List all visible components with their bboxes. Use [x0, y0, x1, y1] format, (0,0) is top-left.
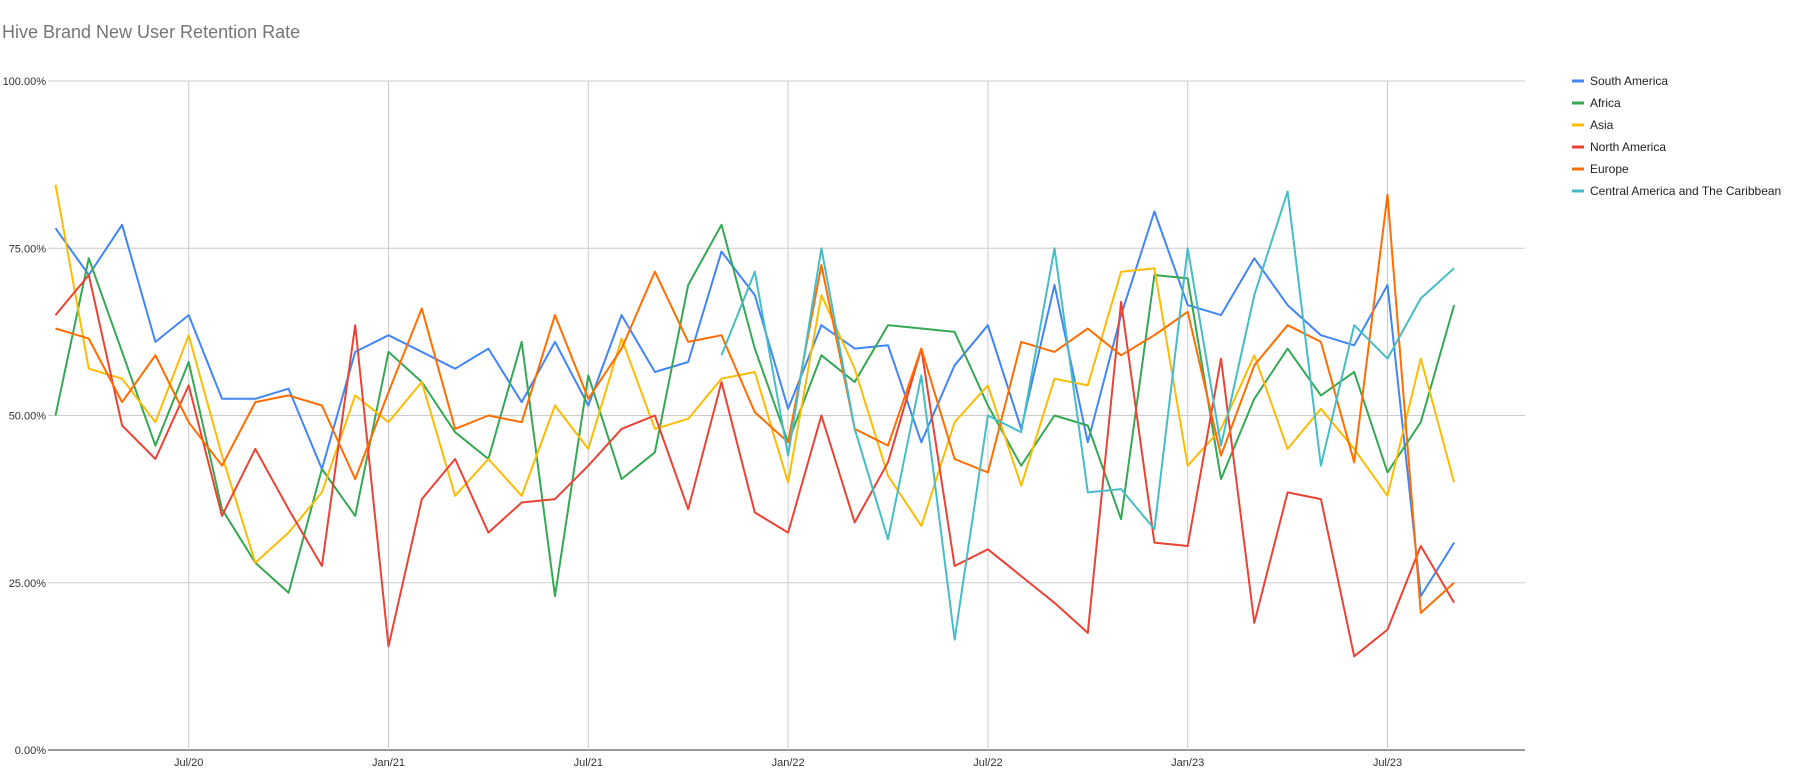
- legend-label: Africa: [1590, 96, 1621, 110]
- y-tick-label: 0.00%: [15, 745, 46, 757]
- series-line-asia: [54, 184, 1456, 564]
- series-line-central-america-and-the-caribbean: [720, 190, 1455, 641]
- legend-label: Europe: [1590, 162, 1629, 176]
- x-tick-label: Jul/23: [1373, 757, 1402, 769]
- x-tick-label: Jul/22: [973, 757, 1002, 769]
- chart-title: Hive Brand New User Retention Rate: [2, 22, 301, 42]
- x-tick-label: Jan/23: [1171, 757, 1204, 769]
- x-tick-label: Jan/21: [372, 757, 405, 769]
- legend-label: North America: [1590, 140, 1666, 154]
- legend-label: South America: [1590, 74, 1668, 88]
- y-tick-label: 25.00%: [9, 578, 47, 590]
- series-line-europe: [55, 193, 1455, 614]
- x-tick-label: Jul/20: [174, 757, 203, 769]
- y-tick-label: 50.00%: [9, 411, 47, 423]
- y-tick-label: 100.00%: [3, 76, 47, 88]
- series-line-africa: [54, 223, 1456, 598]
- x-tick-label: Jul/21: [574, 757, 603, 769]
- y-tick-label: 75.00%: [9, 243, 47, 255]
- x-tick-label: Jan/22: [772, 757, 805, 769]
- legend-label: Asia: [1590, 118, 1614, 132]
- series-line-north-america: [54, 274, 1455, 658]
- legend-label: Central America and The Caribbean: [1590, 184, 1781, 198]
- series-line-south-america: [54, 210, 1455, 598]
